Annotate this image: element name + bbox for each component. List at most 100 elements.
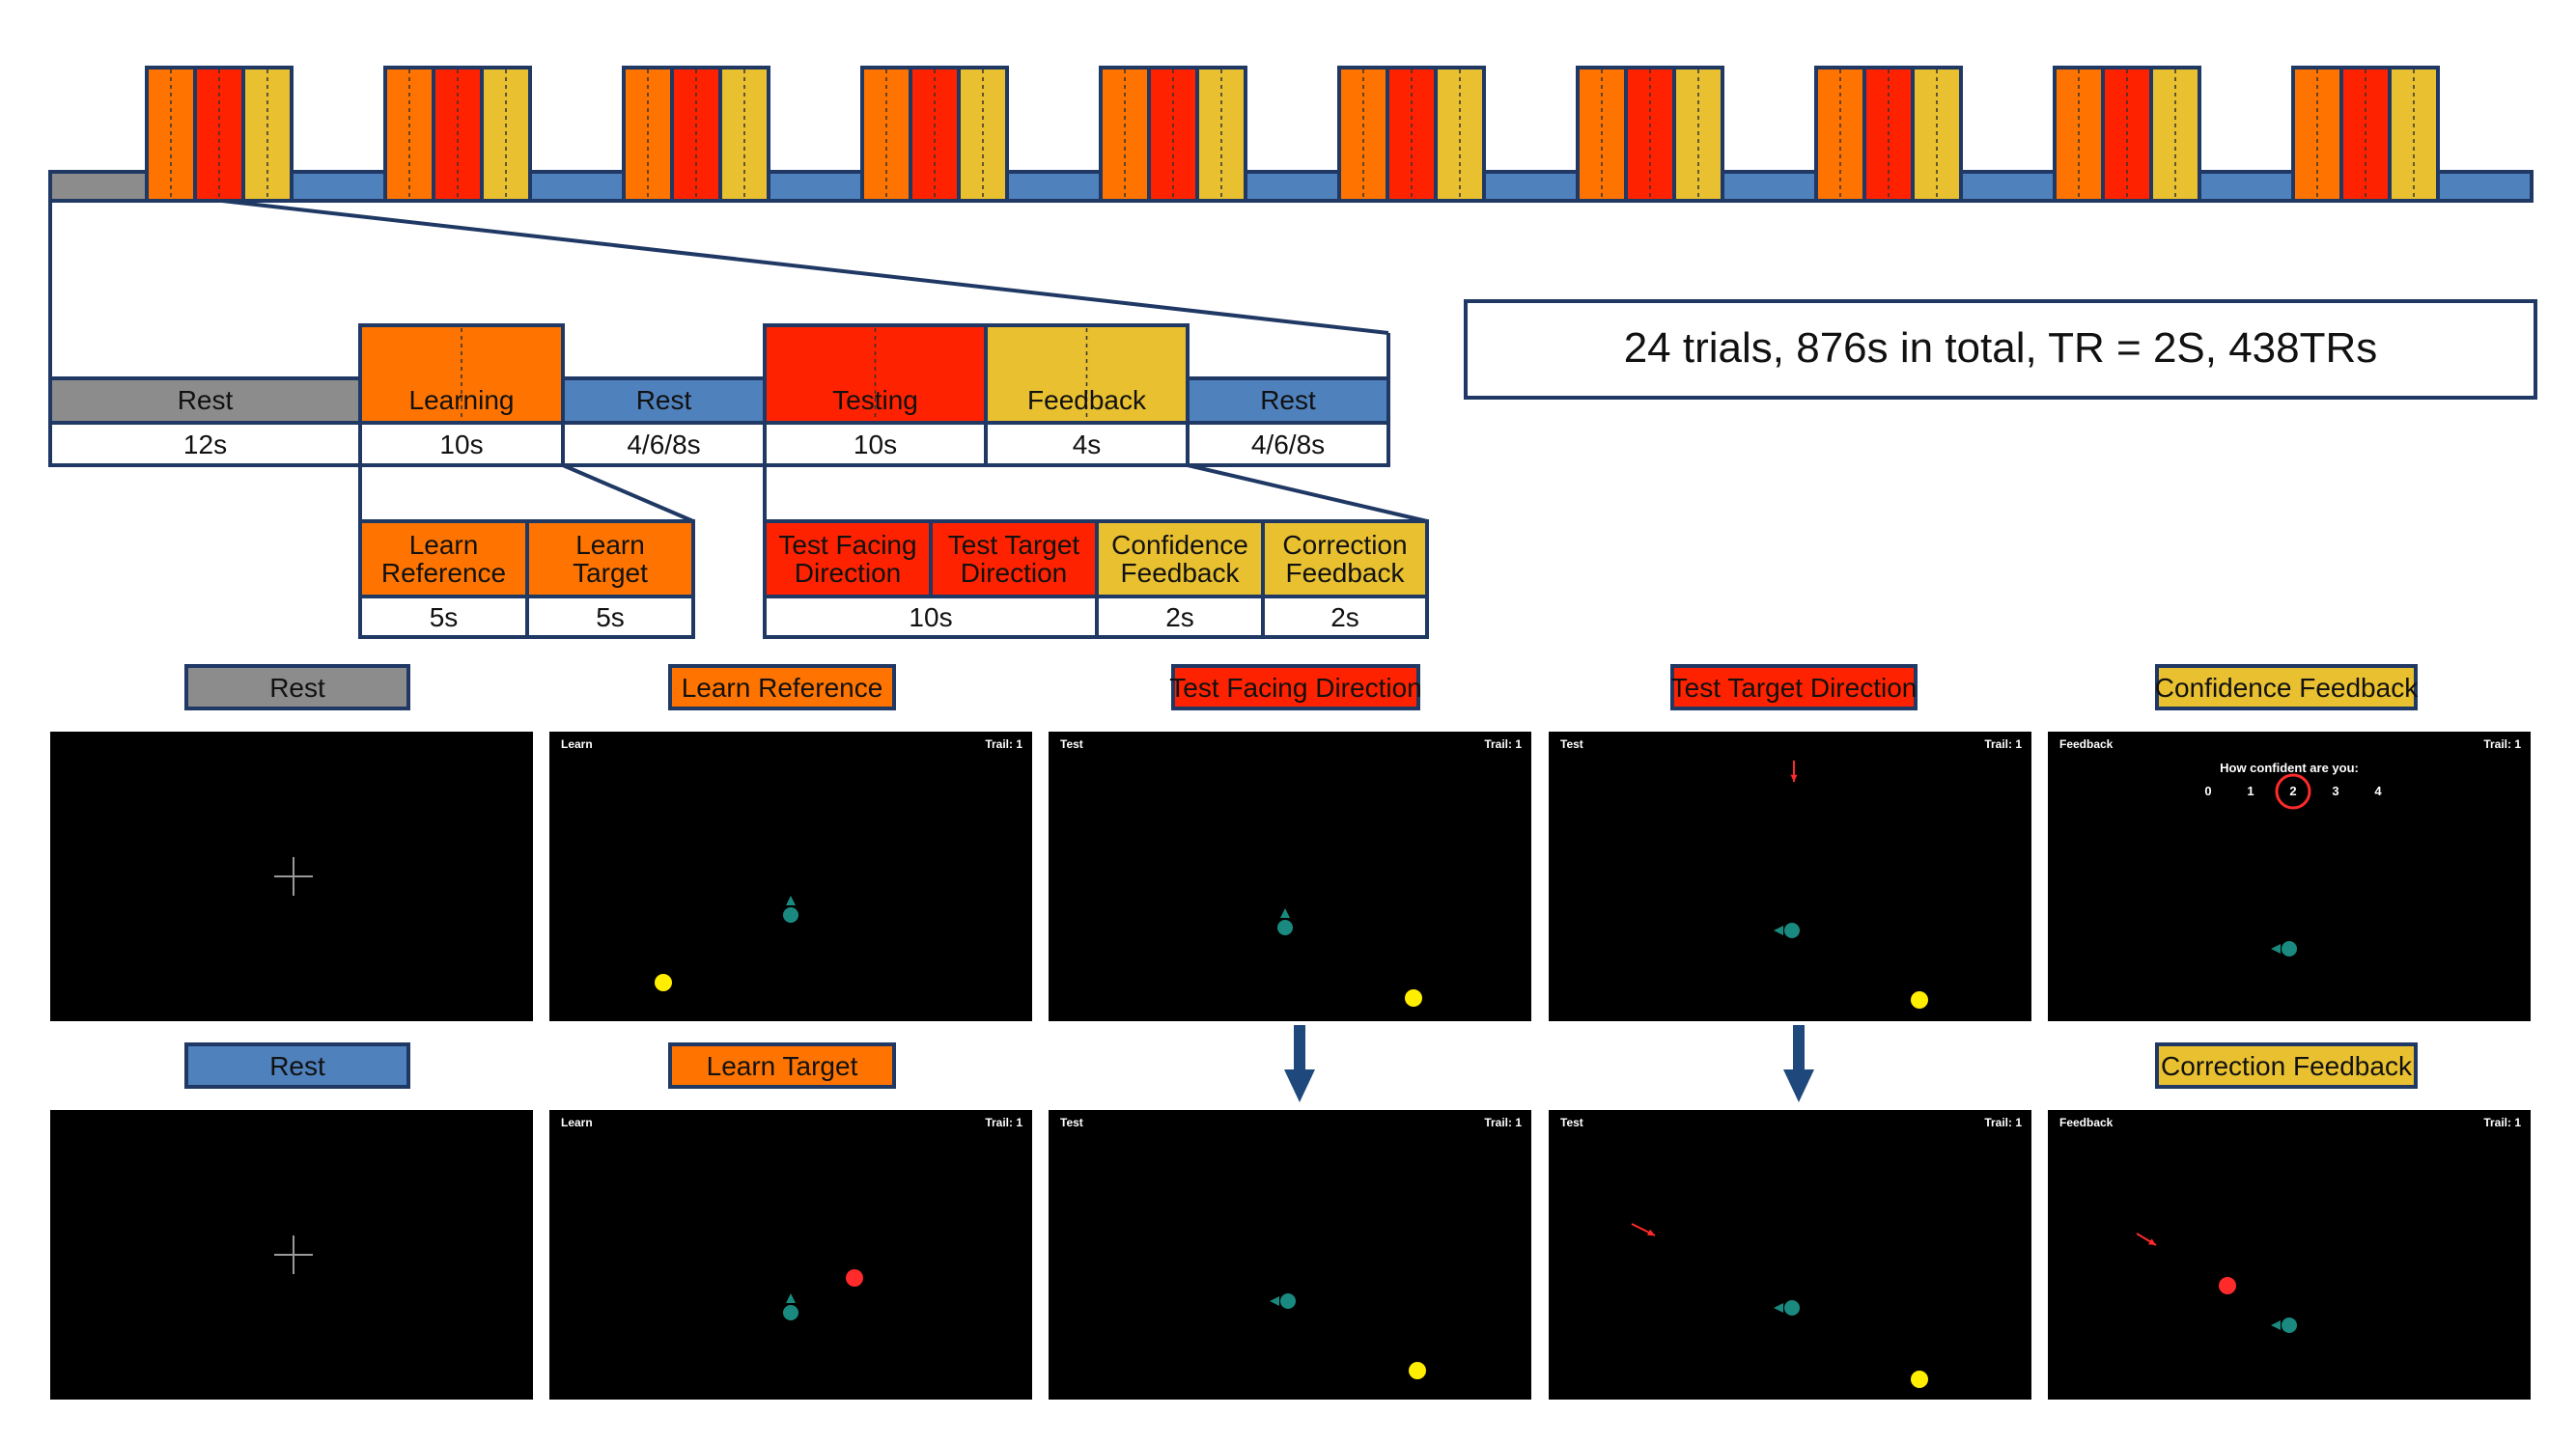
phase-2-label: Learning — [409, 385, 515, 415]
screen-row1-5-scale-3: 3 — [2332, 784, 2338, 798]
testing-sub-2-label-line1: Test Target — [948, 530, 1080, 560]
testing-sub-1-label-line2: Direction — [795, 558, 901, 588]
summary-frame — [1464, 299, 2537, 400]
phase-3-duration-box — [561, 421, 767, 467]
screen-row1-2-target-dot — [655, 974, 672, 991]
screen-row1-4-header-left: Test — [1560, 737, 1583, 751]
phase-6-box — [1186, 376, 1390, 425]
phase-6-duration-box — [1186, 421, 1390, 467]
screen-row2-3-agent — [1280, 1293, 1296, 1309]
screen-row2-4-agent — [1784, 1300, 1800, 1316]
screen-row2-4-header-right: Trail: 1 — [1984, 1116, 2022, 1129]
phase-3-duration: 4/6/8s — [627, 430, 700, 459]
screen-row2-1-label-box — [184, 1042, 410, 1089]
screen-row1-3-agent-pointer — [1280, 908, 1290, 918]
screen-row2-2-agent — [783, 1305, 798, 1320]
trial-timeline — [48, 66, 2534, 203]
testing-sub-2-label-line2: Direction — [961, 558, 1067, 588]
screen-row1-5-scale-0: 0 — [2204, 784, 2211, 798]
testing-sub-3-label-line1: Confidence — [1111, 530, 1248, 560]
screen-row2-2 — [549, 1110, 1032, 1400]
testing-duration-2: 2s — [1165, 602, 1194, 632]
screen-examples: Rest Learn Reference Learn Trail: 1 Test Fac… — [50, 664, 2531, 1400]
down-arrow-1-head — [1284, 1069, 1315, 1102]
screen-row1-5-scale-2: 2 — [2289, 784, 2296, 798]
screen-row1-2-header-right: Trail: 1 — [985, 737, 1022, 751]
screen-row1-4-arrow-head — [1790, 774, 1798, 782]
screen-row2-2-target-dot — [846, 1269, 863, 1287]
screen-row1-5-label-text: Confidence Feedback — [2155, 673, 2419, 703]
screen-row2-3-agent-pointer — [1270, 1296, 1279, 1306]
screen-row1-4-agent — [1784, 923, 1800, 938]
screen-row2-4-agent-pointer — [1774, 1303, 1783, 1313]
zoom-connectors — [48, 199, 1390, 378]
testing-sub-3-box — [1095, 519, 1265, 598]
screen-row2-2-label-text: Learn Target — [707, 1051, 858, 1081]
screen-row2-5-header-left: Feedback — [2059, 1116, 2114, 1129]
down-arrow-2-head — [1783, 1069, 1814, 1102]
screen-row1-5-header-right: Trail: 1 — [2483, 737, 2521, 751]
screen-row1-5-agent — [2282, 941, 2297, 957]
screen-row1-5-selection-ring — [2275, 773, 2311, 810]
learning-connector-right — [562, 463, 694, 523]
learning-sub-2-duration: 5s — [596, 602, 625, 632]
screen-row2-2-header-right: Trail: 1 — [985, 1116, 1022, 1129]
down-arrow-2-shaft — [1793, 1025, 1805, 1075]
learning-sub-2-box — [525, 519, 695, 598]
testing-sub-2-box — [929, 519, 1099, 598]
screen-row2-2-header-left: Learn — [561, 1116, 593, 1129]
screen-row2-4-arrow-head — [1647, 1229, 1655, 1235]
testing-sub-4-label-line1: Correction — [1282, 530, 1407, 560]
screen-row2-5-agent-pointer — [2271, 1320, 2281, 1330]
learning-sub-1-label-line2: Reference — [381, 558, 506, 588]
timeline-initial-rest — [48, 170, 149, 203]
screen-row1-2-header-left: Learn — [561, 737, 593, 751]
screen-row1-3-agent — [1277, 920, 1293, 935]
learning-sub-1-duration-box — [358, 595, 529, 639]
screen-row2-5-target-dot — [2219, 1277, 2236, 1294]
screen-row2-4-header-left: Test — [1560, 1116, 1583, 1129]
phase-5-label: Feedback — [1027, 385, 1147, 415]
testing-sub-1-box — [763, 519, 933, 598]
phase-6-duration: 4/6/8s — [1251, 430, 1325, 459]
testing-duration-3: 2s — [1330, 602, 1359, 632]
phase-1-label: Rest — [178, 385, 234, 415]
phase-5-duration: 4s — [1073, 430, 1102, 459]
screen-row1-3-target-dot — [1405, 989, 1422, 1007]
screen-row1-4 — [1549, 732, 2031, 1021]
phase-4-label: Testing — [832, 385, 918, 415]
summary-box: 24 trials, 876s in total, TR = 2S, 438TR… — [1464, 299, 2537, 400]
testing-sub-1-label-line1: Test Facing — [778, 530, 916, 560]
phase-1-duration-box — [48, 421, 362, 467]
screen-row1-1-label-box — [184, 664, 410, 710]
screen-row2-4-target-dot — [1911, 1371, 1928, 1388]
learning-sub-2-label-line2: Target — [573, 558, 648, 588]
screen-row2-5 — [2048, 1110, 2531, 1400]
screen-row2-5-label-box — [2155, 1042, 2418, 1089]
screen-row1-4-agent-pointer — [1774, 926, 1783, 935]
screen-row1-3-label-text: Test Facing Direction — [1169, 673, 1421, 703]
screen-row1-5 — [2048, 732, 2531, 1021]
screen-row1-1-label-text: Rest — [269, 673, 325, 703]
screen-row1-5-header-left: Feedback — [2059, 737, 2114, 751]
screen-row1-5-agent-pointer — [2271, 944, 2281, 954]
trial-phase-detail: Rest 12s Learning 10s Rest 4/6/8s Testing 10s Fe… — [48, 323, 1390, 467]
testing-sub-3-label-line2: Feedback — [1121, 558, 1241, 588]
screen-row2-3-target-dot — [1409, 1362, 1426, 1379]
learning-sub-2-label-line1: Learn — [575, 530, 645, 560]
phase-1-duration: 12s — [183, 430, 227, 459]
screen-row1-4-header-right: Trail: 1 — [1984, 737, 2022, 751]
phase-3-label: Rest — [636, 385, 692, 415]
screen-row2-5-header-right: Trail: 1 — [2483, 1116, 2521, 1129]
screen-row1-4-label-text: Test Target Direction — [1671, 673, 1918, 703]
screen-row1-2-agent — [783, 907, 798, 923]
phase-6-label: Rest — [1260, 385, 1316, 415]
screen-row1-3-header-left: Test — [1060, 737, 1083, 751]
testing-sub-4-label-line2: Feedback — [1286, 558, 1406, 588]
learning-sub-1-duration: 5s — [430, 602, 459, 632]
screen-row1-2-agent-pointer — [786, 896, 796, 905]
testing-sub-4-box — [1261, 519, 1429, 598]
